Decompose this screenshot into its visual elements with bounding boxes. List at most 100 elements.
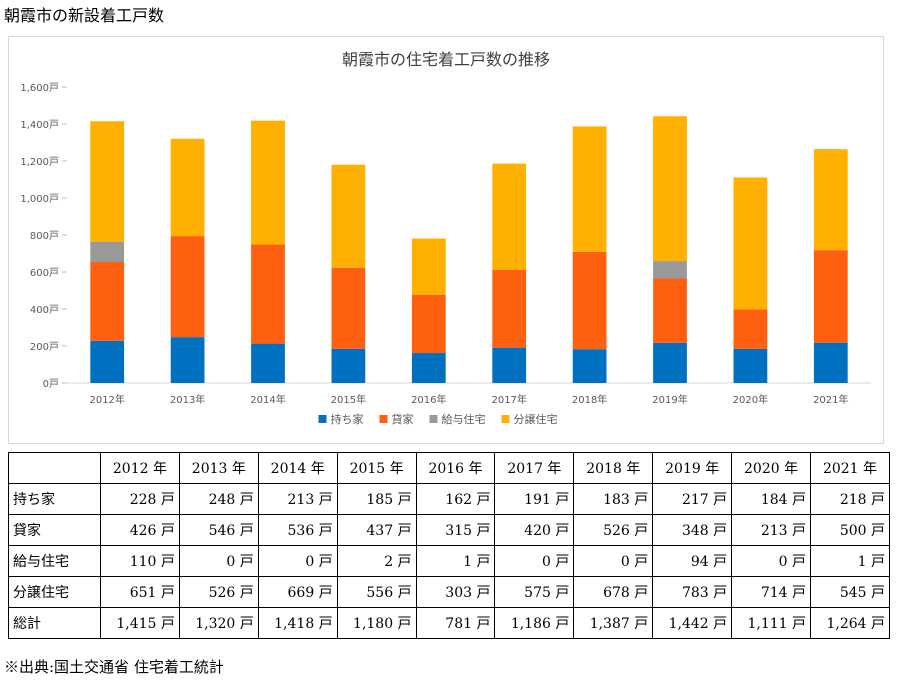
data-table: 2012 年 2013 年 2014 年 2015 年 2016 年 2017 …: [8, 452, 890, 639]
table-cell: 1,320 戸: [178, 607, 259, 639]
table-cell: 545 戸: [810, 576, 890, 608]
bars: [90, 116, 848, 383]
table-row: 総計 1,415 戸 1,320 戸 1,418 戸 1,180 戸 781 戸 1,186…: [8, 607, 890, 639]
table-row: 貸家 426 戸 546 戸 536 戸 437 戸 315 戸 420 戸 526 戸 348…: [8, 514, 890, 546]
table-cell: 184 戸: [731, 483, 812, 515]
table-cell: 228 戸: [100, 483, 180, 515]
column-header: 2016 年: [415, 452, 496, 484]
table-cell: 783 戸: [652, 576, 733, 608]
legend-label: 給与住宅: [442, 412, 486, 426]
bar-segment: [90, 241, 125, 263]
bar-segment: [653, 261, 687, 279]
column-header: 2018 年: [573, 452, 654, 484]
bar-segment: [411, 294, 446, 354]
bar-segment: [90, 262, 125, 341]
bar-segment: [90, 121, 125, 242]
table-cell: 1,418 戸: [257, 607, 338, 639]
table-cell: 0 戸: [257, 545, 338, 577]
bar-segment: [411, 353, 446, 383]
table-cell: 1 戸: [415, 545, 496, 577]
bar-segment: [492, 269, 527, 348]
table-cell: 1,180 戸: [336, 607, 417, 639]
x-axis: 2012年 2013年 2014年 2015年 2016年 2017年 2018年 2019年…: [89, 393, 848, 406]
table-cell: 556 戸: [336, 576, 417, 608]
bar-segment: [653, 342, 687, 383]
bar-segment: [411, 238, 446, 295]
x-tick-label: 2018年: [572, 393, 607, 406]
x-tick-label: 2014年: [250, 393, 285, 406]
column-header: 2021 年: [810, 452, 890, 484]
table-header-row: 2012 年 2013 年 2014 年 2015 年 2016 年 2017 …: [8, 452, 890, 484]
x-tick-label: 2020年: [733, 393, 768, 406]
table-cell: 0 戸: [178, 545, 259, 577]
column-header: 2015 年: [336, 452, 417, 484]
column-header: 2013 年: [178, 452, 259, 484]
bar-segment: [251, 244, 285, 344]
bar-segment: [733, 177, 768, 310]
legend-swatch: [379, 415, 388, 423]
table-row: 持ち家 228 戸 248 戸 213 戸 185 戸 162 戸 191 戸 183 戸 21…: [8, 483, 890, 515]
table-cell: 110 戸: [100, 545, 180, 577]
column-header: 2012 年: [100, 452, 180, 484]
y-tick-label: 1,000戸: [20, 193, 59, 205]
page-title: 朝霞市の新設着工戸数: [4, 6, 165, 25]
x-tick-label: 2013年: [170, 393, 205, 406]
bar-segment: [492, 163, 527, 270]
table-cell: 1,415 戸: [100, 607, 180, 639]
table-cell: 185 戸: [336, 483, 417, 515]
y-tick-label: 1,600戸: [20, 82, 59, 94]
bar-segment: [572, 251, 607, 350]
table-cell: 348 戸: [652, 514, 733, 546]
table-cell: 1,387 戸: [573, 607, 654, 639]
column-header: 2014 年: [257, 452, 338, 484]
chart-title: 朝霞市の住宅着工戸数の推移: [342, 50, 550, 69]
table-cell: 546 戸: [178, 514, 259, 546]
table-cell: 0 戸: [494, 545, 575, 577]
y-tick-label: 1,200戸: [20, 156, 59, 168]
bar-segment: [733, 309, 768, 349]
table-cell: 2 戸: [336, 545, 417, 577]
x-tick-label: 2021年: [813, 393, 848, 406]
table-cell: 526 戸: [178, 576, 259, 608]
x-tick-label: 2019年: [652, 393, 687, 406]
table-cell: 0 戸: [573, 545, 654, 577]
legend-swatch: [501, 415, 510, 423]
chart-container: 朝霞市の住宅着工戸数の推移 0戸 200戸 400戸 600戸 800戸 1,000戸 1,…: [8, 36, 884, 444]
table-cell: 303 戸: [415, 576, 496, 608]
bar-segment: [813, 342, 848, 383]
source-note: ※出典:国土交通省 住宅着工統計: [4, 658, 224, 676]
legend-swatch: [429, 415, 438, 423]
table-cell: 426 戸: [100, 514, 180, 546]
bar-segment: [331, 267, 366, 349]
bar-segment: [331, 348, 366, 383]
table-cell: 248 戸: [178, 483, 259, 515]
table-cell: 162 戸: [415, 483, 496, 515]
y-tick-label: 0戸: [43, 378, 59, 390]
column-header: 2019 年: [652, 452, 733, 484]
y-tick-label: 200戸: [30, 341, 59, 353]
bar-segment: [170, 236, 205, 338]
row-label: 分譲住宅: [8, 576, 101, 608]
row-label: 給与住宅: [8, 545, 101, 577]
x-tick-label: 2015年: [331, 393, 366, 406]
table-cell: 213 戸: [731, 514, 812, 546]
bar-segment: [653, 116, 687, 262]
table-cell: 0 戸: [731, 545, 812, 577]
table-cell: 183 戸: [573, 483, 654, 515]
bar-segment: [251, 343, 285, 383]
table-cell: 217 戸: [652, 483, 733, 515]
table-cell: 575 戸: [494, 576, 575, 608]
legend-label: 貸家: [392, 412, 414, 426]
y-tick-label: 600戸: [30, 267, 59, 279]
y-tick-label: 400戸: [30, 304, 59, 316]
row-label: 総計: [8, 607, 101, 639]
bar-segment: [572, 126, 607, 252]
bar-segment: [572, 349, 607, 383]
y-tick-label: 800戸: [30, 230, 59, 242]
column-header: 2017 年: [494, 452, 575, 484]
legend: 持ち家 貸家 給与住宅 分譲住宅: [318, 412, 558, 426]
table-cell: 218 戸: [810, 483, 890, 515]
bar-segment: [170, 138, 205, 237]
